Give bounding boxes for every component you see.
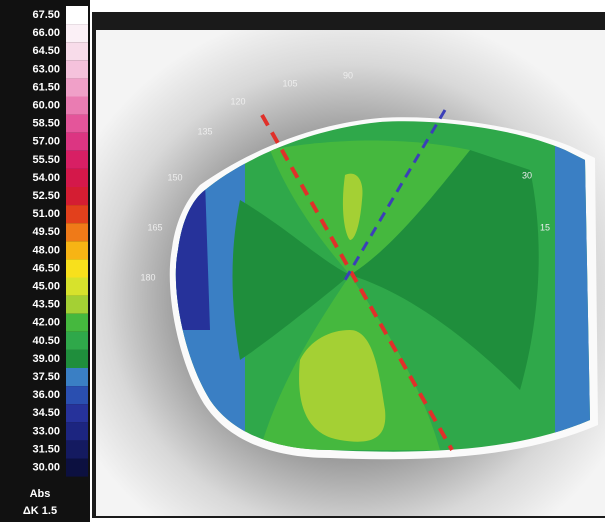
scale-step: ΔK 1.5 <box>23 505 57 517</box>
scale-label: 54.00 <box>32 172 60 184</box>
scale-label: 51.00 <box>32 208 60 220</box>
scale-swatch <box>66 368 88 386</box>
scale-label: 66.00 <box>32 27 60 39</box>
angle-label: 180 <box>140 272 155 282</box>
scale-swatch <box>66 169 88 187</box>
scale-swatch <box>66 205 88 223</box>
topography-screen: 67.50 66.00 64.50 63.00 61.50 60.00 58.50 57.00… <box>0 0 605 522</box>
angle-label: 135 <box>197 126 212 136</box>
scale-label: 39.00 <box>32 353 60 365</box>
scale-swatch <box>66 78 88 96</box>
scale-label: 43.50 <box>32 299 60 311</box>
angle-label: 165 <box>147 222 162 232</box>
angle-label: 30 <box>522 170 532 180</box>
angle-label: 105 <box>282 78 297 88</box>
scale-label: 49.50 <box>32 226 60 238</box>
scale-swatch <box>66 459 88 477</box>
scale-swatch <box>66 151 88 169</box>
scale-label: 36.00 <box>32 389 60 401</box>
scale-label: 31.50 <box>32 443 60 455</box>
angle-label: 150 <box>167 172 182 182</box>
scale-label: 63.00 <box>32 63 60 75</box>
scale-swatch <box>66 350 88 368</box>
scale-label: 67.50 <box>32 9 60 21</box>
scale-swatch <box>66 422 88 440</box>
scale-label: 46.50 <box>32 262 60 274</box>
scale-swatch <box>66 278 88 296</box>
scale-label: 45.00 <box>32 280 60 292</box>
scale-swatch <box>66 314 88 332</box>
scale-label: 52.50 <box>32 190 60 202</box>
scale-swatch <box>66 386 88 404</box>
scale-label: 58.50 <box>32 118 60 130</box>
scale-label: 40.50 <box>32 335 60 347</box>
scale-swatch <box>66 440 88 458</box>
angle-label: 90 <box>343 70 353 80</box>
scale-swatch <box>66 296 88 314</box>
scale-label: 34.50 <box>32 407 60 419</box>
scale-label: 61.50 <box>32 81 60 93</box>
scale-swatch <box>66 241 88 259</box>
scale-swatch <box>66 259 88 277</box>
angle-label: 15 <box>540 222 550 232</box>
angle-label: 120 <box>230 96 245 106</box>
scale-swatch <box>66 223 88 241</box>
scale-label: 48.00 <box>32 244 60 256</box>
scale-swatch <box>66 24 88 42</box>
scale-label: 60.00 <box>32 99 60 111</box>
scale-swatch <box>66 133 88 151</box>
scale-label: 33.00 <box>32 425 60 437</box>
scale-mode: Abs <box>30 488 51 500</box>
scale-label: 64.50 <box>32 45 60 57</box>
scale-label: 55.50 <box>32 154 60 166</box>
scale-swatch <box>66 187 88 205</box>
scale-swatch <box>66 332 88 350</box>
scale-swatch <box>66 115 88 133</box>
scale-label: 42.00 <box>32 317 60 329</box>
scale-swatch <box>66 60 88 78</box>
scale-swatch <box>66 97 88 115</box>
scale-label: 30.00 <box>32 461 60 473</box>
scale-swatch <box>66 6 88 24</box>
scale-swatch <box>66 42 88 60</box>
scale-label: 37.50 <box>32 371 60 383</box>
scale-swatch <box>66 404 88 422</box>
scale-label: 57.00 <box>32 136 60 148</box>
